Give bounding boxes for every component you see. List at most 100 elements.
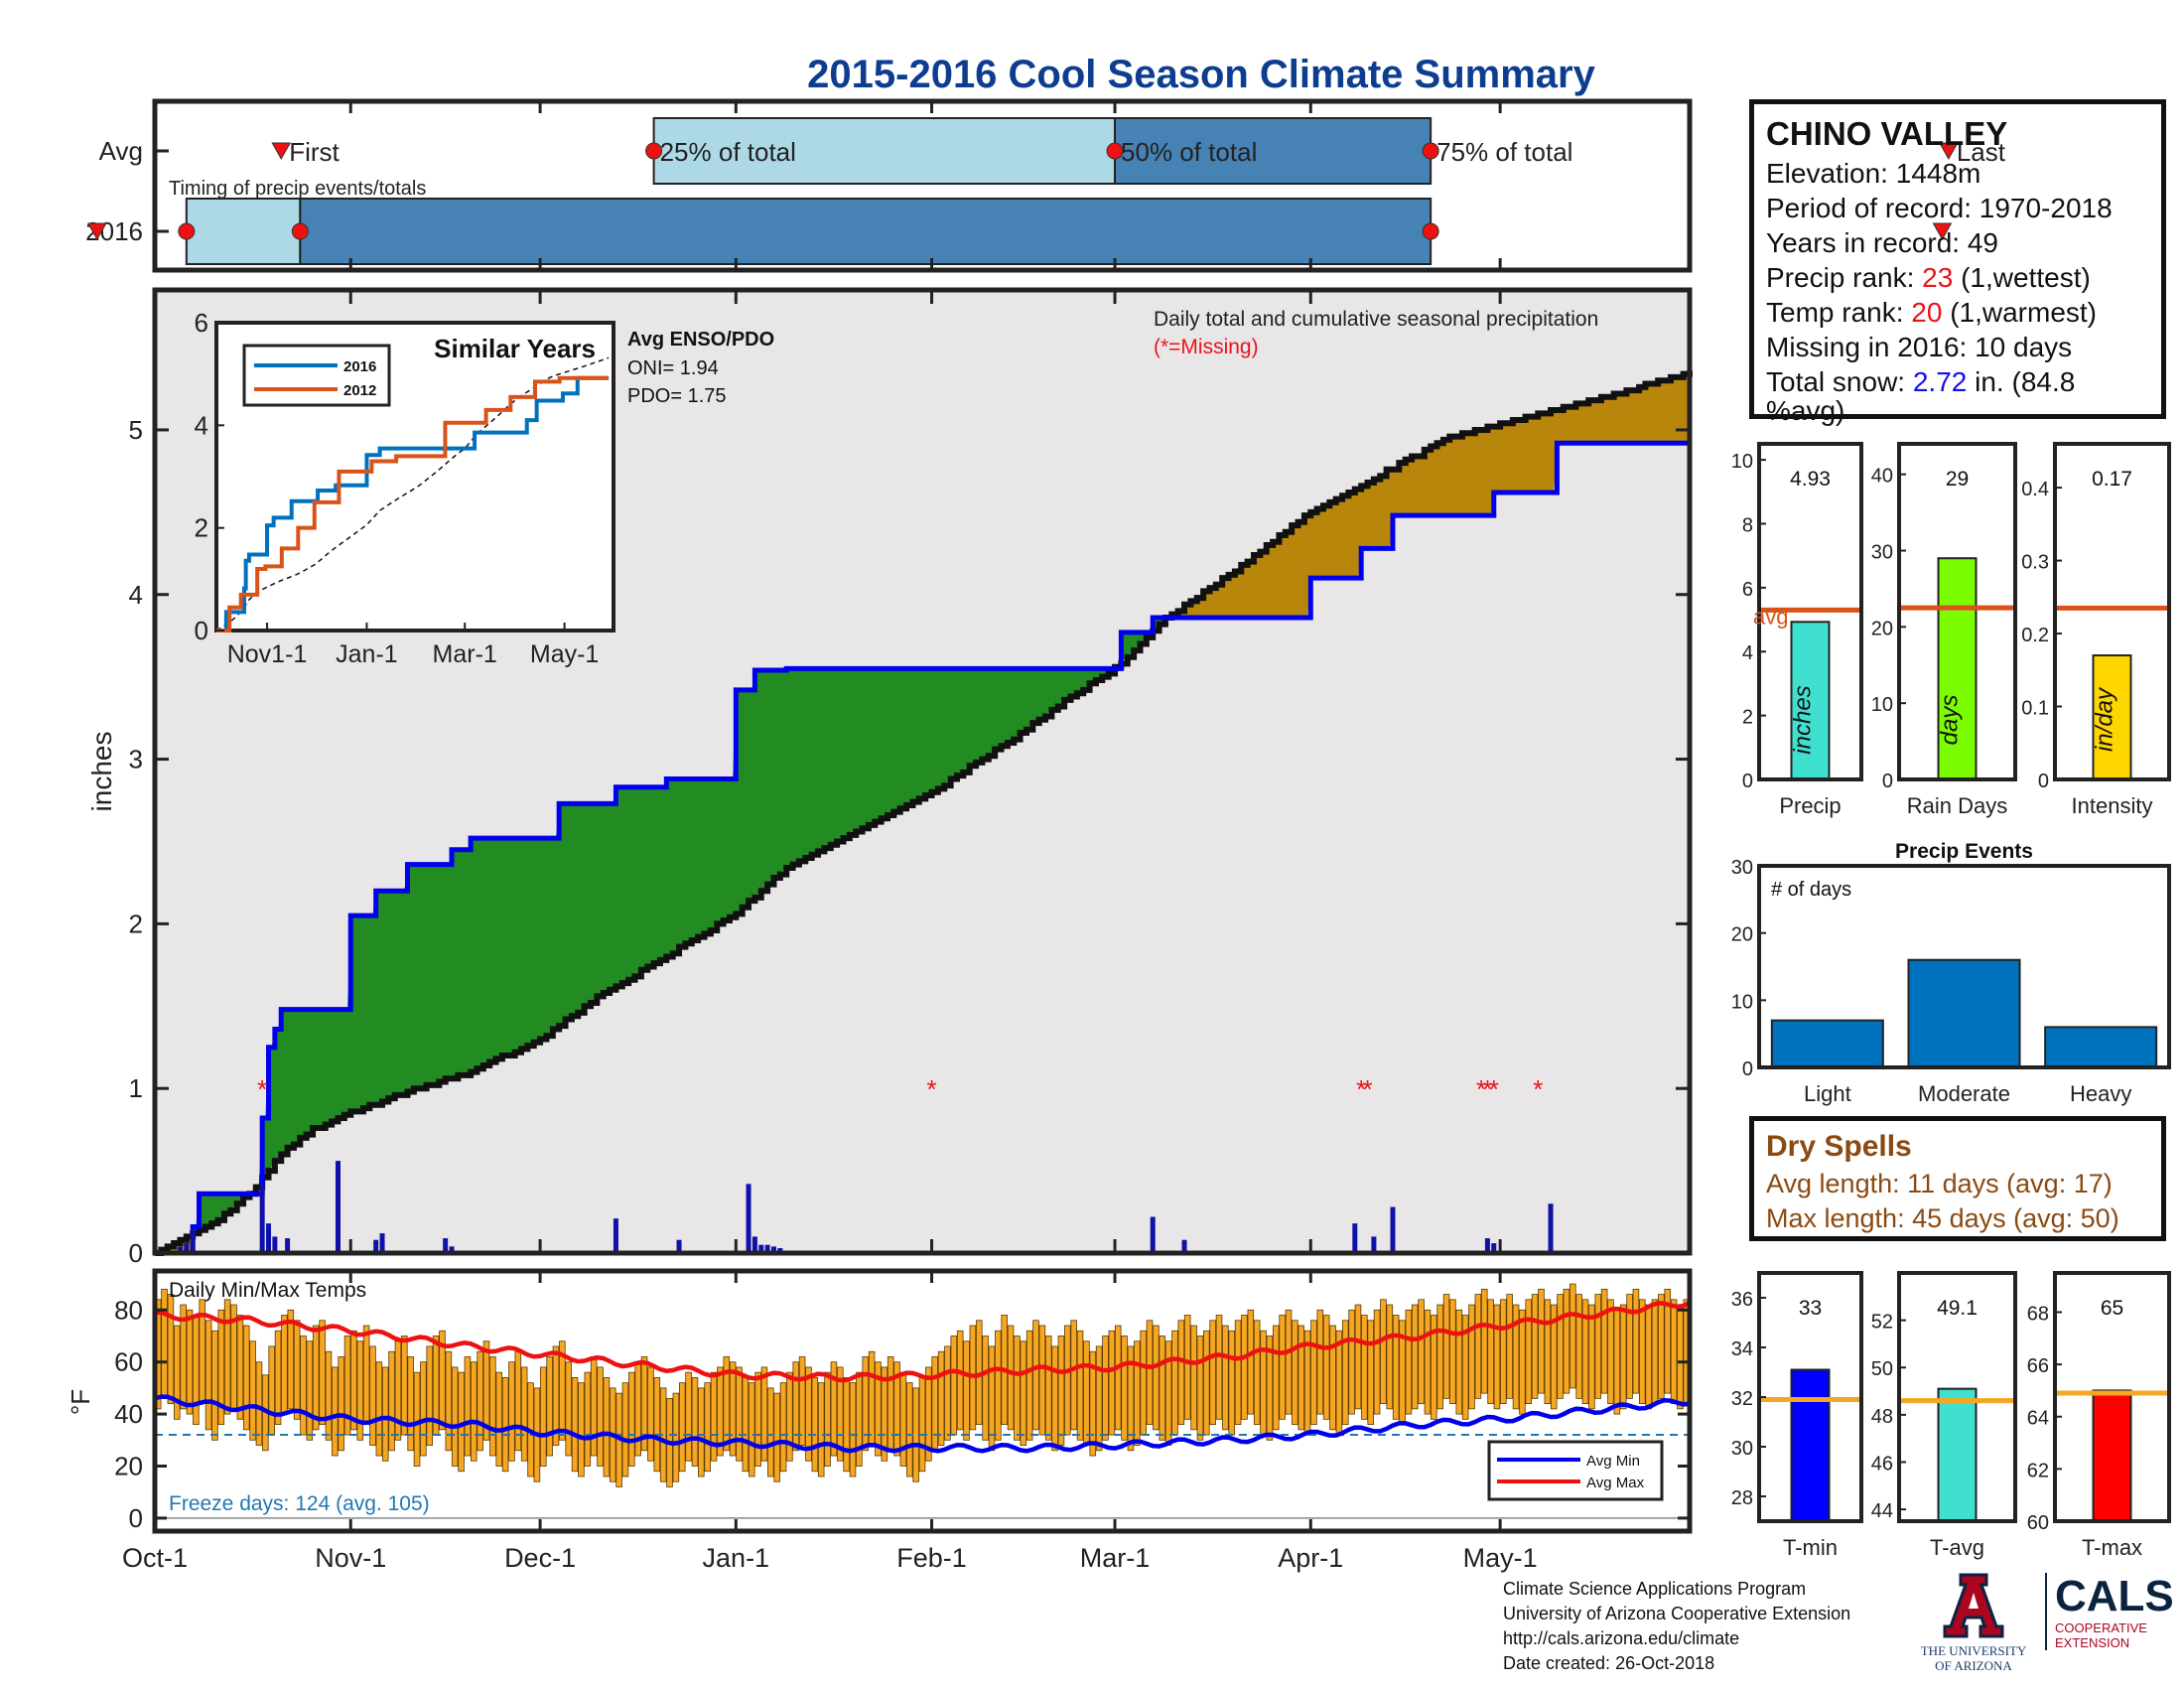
panel-bar bbox=[1937, 557, 1978, 781]
panel-bar bbox=[2092, 1389, 2132, 1522]
inset-y-tick-label: 2 bbox=[195, 513, 208, 543]
daily-temp-bar bbox=[887, 1356, 894, 1452]
daily-temp-bar bbox=[1392, 1315, 1400, 1420]
panel-frame bbox=[2053, 442, 2171, 781]
daily-precip-bar bbox=[770, 1246, 776, 1253]
total-snow: Total snow: 2.72 in. (84.8 bbox=[1766, 366, 2076, 397]
dry-spells-avg: Avg length: 11 days (avg: 17) bbox=[1766, 1169, 2113, 1198]
daily-temp-bar bbox=[482, 1340, 490, 1441]
daily-temp-bar bbox=[1361, 1315, 1368, 1420]
panel-title: Precip Events bbox=[1895, 840, 2033, 863]
panel-y-tick-label: 6 bbox=[1742, 579, 1753, 601]
daily-temp-bar bbox=[1557, 1294, 1564, 1399]
daily-temp-bar bbox=[811, 1377, 819, 1473]
main-frame bbox=[152, 287, 1693, 1256]
daily-temp-bar bbox=[287, 1309, 295, 1410]
elevation: Elevation: 1448m bbox=[1766, 158, 1981, 189]
daily-temp-bar bbox=[1538, 1288, 1545, 1394]
y-axis-label: inches bbox=[86, 732, 117, 812]
panel-y-tick-label: 10 bbox=[1731, 451, 1753, 473]
daily-temp-bar bbox=[723, 1356, 731, 1452]
daily-temp-bar bbox=[1196, 1336, 1204, 1441]
dry-spells-max: Max length: 45 days (avg: 50) bbox=[1766, 1203, 2119, 1233]
daily-temp-bar bbox=[830, 1361, 838, 1457]
daily-temp-bar bbox=[1329, 1325, 1336, 1431]
daily-temp-bar bbox=[905, 1382, 913, 1477]
inset-x-tick-label: Jan-1 bbox=[336, 640, 398, 668]
daily-temp-bar bbox=[754, 1371, 761, 1467]
precip-rank: Precip rank: 23 (1,wettest) bbox=[1766, 262, 2091, 293]
inset-y-tick-label: 6 bbox=[195, 308, 208, 338]
daily-temp-bar bbox=[451, 1366, 459, 1467]
daily-temp-bar bbox=[944, 1345, 951, 1441]
panel-value-label: 65 bbox=[2101, 1297, 2123, 1320]
panel-y-tick-label: 68 bbox=[2027, 1303, 2049, 1325]
daily-temp-bar bbox=[205, 1320, 212, 1431]
panel-category-label: Moderate bbox=[1918, 1081, 2010, 1106]
panel-y-tick-label: 0 bbox=[2038, 771, 2049, 792]
daily-temp-bar bbox=[1215, 1315, 1223, 1420]
panel-y-tick-label: 10 bbox=[1871, 694, 1893, 716]
daily-temp-bar bbox=[1114, 1325, 1122, 1431]
daily-temp-bar bbox=[1057, 1336, 1065, 1446]
daily-temp-bar bbox=[1544, 1299, 1552, 1405]
daily-temp-bar bbox=[1348, 1309, 1355, 1415]
daily-temp-bar bbox=[362, 1325, 370, 1425]
daily-temp-bar bbox=[369, 1345, 376, 1446]
x-tick-label: Mar-1 bbox=[1080, 1543, 1151, 1573]
enso-title: Avg ENSO/PDO bbox=[627, 329, 774, 351]
y2016-first-25-bar bbox=[185, 198, 302, 265]
daily-temp-bar bbox=[1512, 1304, 1520, 1410]
daily-temp-bar bbox=[1658, 1294, 1665, 1399]
credits-link[interactable]: http://cals.arizona.edu/climate bbox=[1503, 1628, 1740, 1648]
daily-temps-chart: 0 20 40 60 80 Oct-1 Nov-1 Dec-1 Jan-1 Feb-1 Mar-1 A… bbox=[66, 1268, 1693, 1573]
daily-temp-bar bbox=[338, 1356, 344, 1452]
daily-precip-bar bbox=[449, 1246, 455, 1253]
daily-precip-bar bbox=[1371, 1236, 1377, 1253]
inset-legend-box bbox=[242, 344, 391, 407]
y-tick-label: 3 bbox=[129, 745, 143, 774]
years-in-record: Years in record: 49 bbox=[1766, 227, 1998, 258]
daily-temp-bar bbox=[1431, 1315, 1437, 1420]
daily-temp-bar bbox=[1651, 1299, 1659, 1405]
inset-series-2016 bbox=[216, 375, 610, 633]
panel-bar bbox=[1790, 1368, 1831, 1522]
daily-temp-bar bbox=[995, 1330, 1002, 1441]
daily-temp-bar bbox=[1203, 1330, 1210, 1436]
missing-day-marker: * bbox=[1533, 1074, 1543, 1104]
daily-temp-bar bbox=[717, 1366, 724, 1457]
daily-temp-bar bbox=[1222, 1325, 1229, 1431]
panel-y-tick-label: 44 bbox=[1871, 1500, 1893, 1522]
daily-temp-bar bbox=[1083, 1340, 1090, 1446]
cals-logo[interactable]: CALS COOPERATIVE EXTENSION bbox=[2045, 1573, 2182, 1650]
daily-temp-bar bbox=[312, 1325, 320, 1431]
daily-temp-bar bbox=[1164, 1340, 1172, 1446]
daily-temp-bar bbox=[672, 1392, 680, 1482]
daily-temp-bar bbox=[1670, 1299, 1678, 1405]
panel-y-tick-label: 20 bbox=[1871, 618, 1893, 639]
daily-temp-bar bbox=[1487, 1299, 1494, 1405]
daily-precip-bar bbox=[758, 1244, 764, 1253]
daily-temp-bar bbox=[332, 1366, 339, 1457]
daily-temp-bar bbox=[1500, 1299, 1507, 1405]
daily-temp-bar bbox=[1367, 1320, 1374, 1425]
temp-legend-label: Avg Min bbox=[1586, 1453, 1640, 1470]
daily-temp-bar bbox=[1519, 1309, 1526, 1415]
figure-title: 2015-2016 Cool Season Climate Summary bbox=[807, 53, 1595, 96]
y-tick-label: 1 bbox=[129, 1073, 143, 1103]
daily-temp-bar bbox=[546, 1356, 553, 1457]
daily-temp-bar bbox=[306, 1340, 314, 1441]
daily-temp-bar bbox=[343, 1336, 351, 1436]
panel-y-tick-label: 0 bbox=[1882, 771, 1893, 792]
daily-temp-bar bbox=[678, 1382, 686, 1473]
daily-temp-bar bbox=[691, 1377, 699, 1467]
daily-temp-bar bbox=[653, 1377, 661, 1473]
panel-bar bbox=[2044, 1026, 2158, 1069]
daily-temp-bar bbox=[1480, 1288, 1488, 1394]
university-of-arizona-logo[interactable]: THE UNIVERSITY OF ARIZONA bbox=[1918, 1573, 2029, 1673]
daily-temp-bar bbox=[394, 1340, 402, 1441]
panel-y-tick-label: 2 bbox=[1742, 707, 1753, 729]
chart-legend-text: Daily total and cumulative seasonal prec… bbox=[1154, 308, 1598, 331]
daily-precip-bar bbox=[764, 1244, 770, 1253]
precip-rank-value: 23 bbox=[1922, 262, 1954, 293]
